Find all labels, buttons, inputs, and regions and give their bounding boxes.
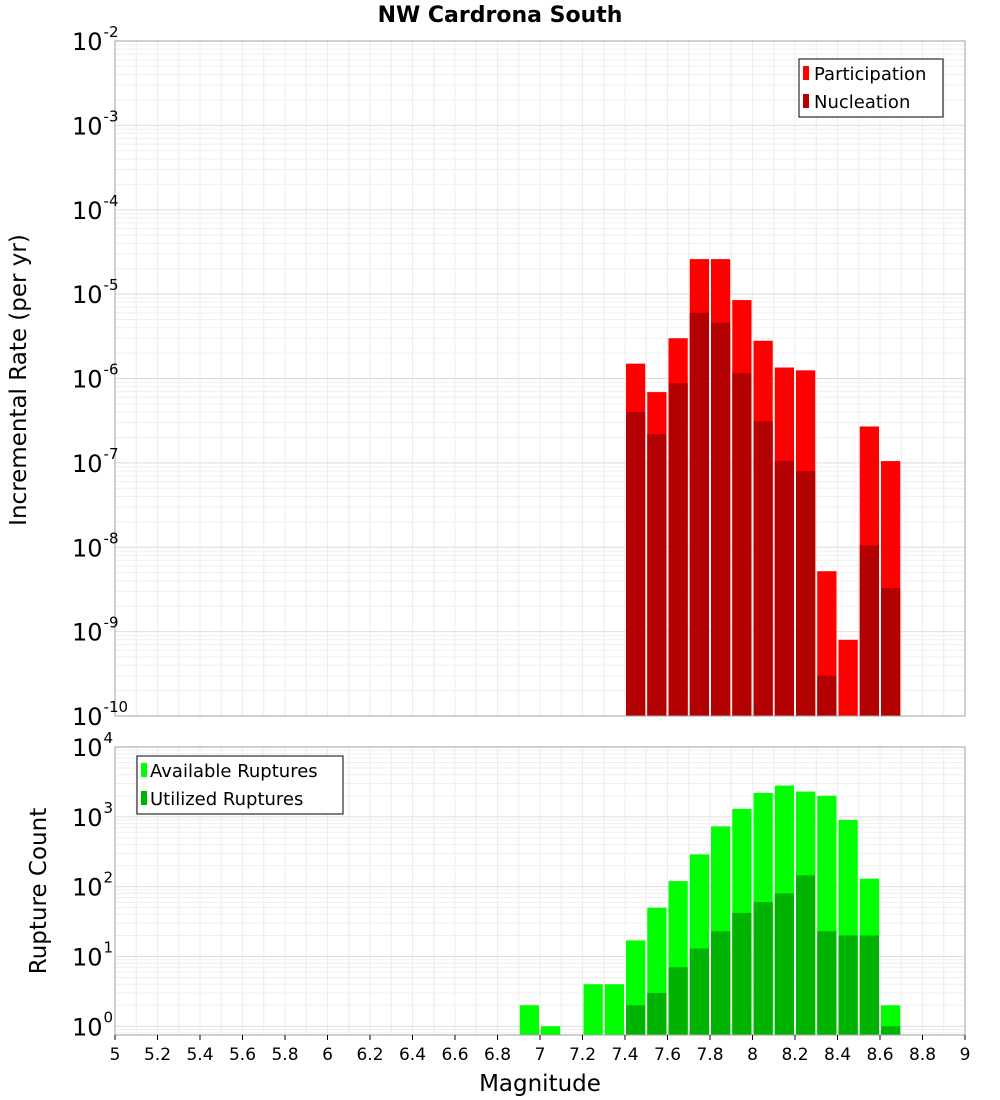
rate-y-tick-label: 10-7: [72, 445, 119, 478]
rate-bar-secondary: [732, 373, 752, 716]
rate-y-tick-label: 10-6: [72, 361, 119, 394]
x-tick-label: 7: [535, 1045, 546, 1065]
count-bar-primary: [541, 1026, 561, 1035]
x-tick-label: 7.6: [654, 1045, 681, 1065]
x-tick-label: 7.4: [611, 1045, 638, 1065]
count-bar-secondary: [689, 948, 709, 1035]
rate-y-tick-label: 10-2: [72, 23, 119, 56]
count-y-tick-label: 103: [72, 799, 113, 832]
rate-y-tick-label: 10-9: [72, 614, 119, 647]
x-tick-label: 6.8: [484, 1045, 511, 1065]
count-bar-primary: [519, 1005, 539, 1035]
x-tick-label: 8: [747, 1045, 758, 1065]
x-tick-label: 8.2: [781, 1045, 808, 1065]
x-tick-label: 5.8: [271, 1045, 298, 1065]
rate-bar-secondary: [753, 421, 773, 716]
rate-bar-secondary: [796, 471, 816, 716]
count-y-tick-label: 104: [72, 729, 113, 762]
x-tick-label: 5.4: [186, 1045, 213, 1065]
x-tick-label: 5: [110, 1045, 121, 1065]
count-bar-secondary: [668, 967, 688, 1035]
count-y-tick-label: 100: [72, 1008, 113, 1041]
count-bar-secondary: [626, 1005, 646, 1035]
rate-plot-frame: [114, 40, 966, 717]
x-tick-label: 7.8: [696, 1045, 723, 1065]
x-tick-label: 5.2: [144, 1045, 171, 1065]
count-plot: 100 101 102 103 104 5 5.2 5.4 5.6 5.8 6 6.2 6.4 6.6 6…: [26, 729, 970, 1097]
count-y-tick-label: 102: [72, 869, 113, 902]
x-tick-label: 6.6: [441, 1045, 468, 1065]
rate-bar-primary: [838, 639, 858, 716]
count-y-ticks: 100 101 102 103 104: [72, 729, 113, 1041]
legend-label-available: Available Ruptures: [150, 761, 318, 782]
rate-bars: [626, 259, 901, 716]
x-tick-label: 6.2: [356, 1045, 383, 1065]
count-bar-secondary: [859, 935, 879, 1035]
x-tick-label: 7.2: [569, 1045, 596, 1065]
rate-y-axis-label: Incremental Rate (per yr): [6, 234, 32, 526]
chart-title: NW Cardrona South: [378, 3, 623, 28]
magnitude-x-ticks: 5 5.2 5.4 5.6 5.8 6 6.2 6.4 6.6 6.8 7 7.2 7.4 7.6 7.8 8…: [110, 1035, 971, 1065]
count-bar-secondary: [838, 935, 858, 1035]
rate-bar-secondary: [668, 383, 688, 716]
x-axis-label: Magnitude: [479, 1071, 601, 1097]
legend-swatch-utilized: [141, 791, 147, 805]
legend-label-participation: Participation: [814, 64, 926, 85]
count-bar-secondary: [796, 875, 816, 1035]
x-tick-label: 8.4: [824, 1045, 851, 1065]
x-tick-label: 6: [322, 1045, 333, 1065]
rate-bar-secondary: [711, 322, 731, 716]
legend-label-nucleation: Nucleation: [814, 92, 910, 113]
count-bar-secondary: [881, 1026, 901, 1035]
rate-y-ticks: 10-10 10-9 10-8 10-7 10-6 10-5 10-4 10-3 10-2: [72, 23, 128, 731]
rate-y-tick-label: 10-4: [72, 192, 119, 225]
count-legend: Available Ruptures Utilized Ruptures: [136, 755, 344, 815]
count-y-axis-label: Rupture Count: [26, 808, 52, 974]
rate-bar-secondary: [881, 587, 901, 716]
count-y-tick-label: 101: [72, 938, 113, 971]
legend-swatch-available: [141, 763, 147, 777]
count-bar-secondary: [732, 912, 752, 1035]
count-bar-secondary: [774, 893, 794, 1035]
x-tick-label: 8.8: [909, 1045, 936, 1065]
rate-y-tick-label: 10-10: [72, 698, 128, 731]
legend-label-utilized: Utilized Ruptures: [150, 789, 303, 810]
rate-y-tick-label: 10-3: [72, 107, 119, 140]
count-bar-primary: [583, 984, 603, 1035]
rate-plot: 10-10 10-9 10-8 10-7 10-6 10-5 10-4 10-3 10-2 In…: [6, 23, 966, 731]
rate-y-tick-label: 10-5: [72, 276, 119, 309]
rate-bar-secondary: [626, 412, 646, 716]
rate-bar-secondary: [817, 675, 837, 716]
count-bar-secondary: [647, 992, 667, 1035]
rate-bar-secondary: [774, 461, 794, 716]
rate-grid: [114, 40, 966, 717]
rate-legend-box: [798, 58, 944, 118]
rate-bar-secondary: [859, 545, 879, 716]
x-tick-label: 5.6: [229, 1045, 256, 1065]
rate-y-tick-label: 10-8: [72, 529, 119, 562]
legend-swatch-nucleation: [803, 94, 809, 108]
x-tick-label: 6.4: [399, 1045, 426, 1065]
rate-legend: Participation Nucleation: [798, 58, 944, 118]
rate-bar-secondary: [647, 433, 667, 716]
count-bar-secondary: [817, 931, 837, 1035]
x-tick-label: 9: [960, 1045, 971, 1065]
rate-bar-secondary: [689, 312, 709, 716]
count-bars: [519, 785, 901, 1035]
x-tick-label: 8.6: [866, 1045, 893, 1065]
count-legend-box: [136, 755, 344, 815]
count-bar-secondary: [753, 902, 773, 1035]
legend-swatch-participation: [803, 66, 809, 80]
count-bar-primary: [604, 984, 624, 1035]
count-bar-secondary: [711, 931, 731, 1035]
